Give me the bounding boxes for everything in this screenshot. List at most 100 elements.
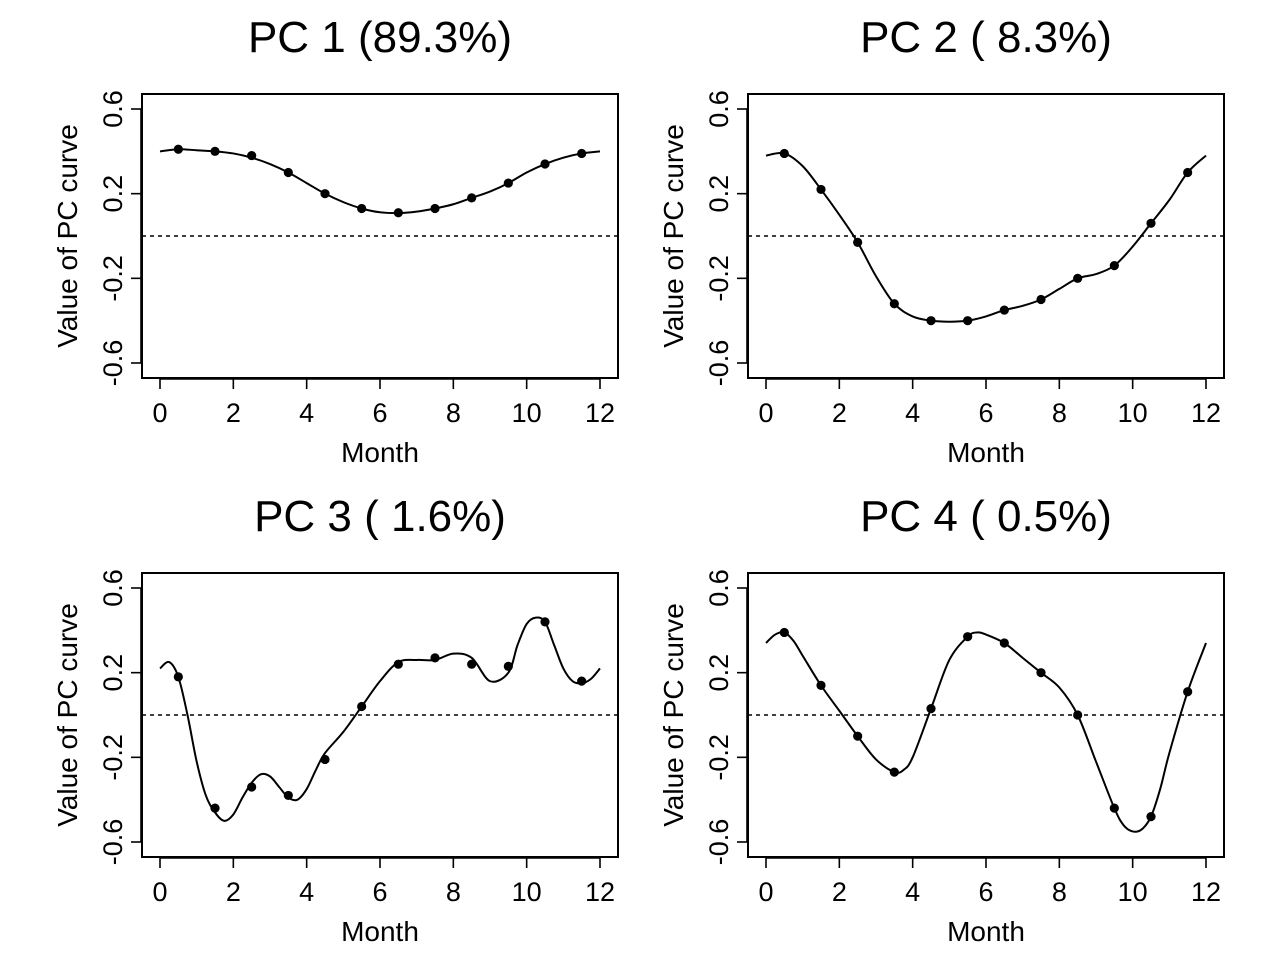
- x-tick-label: 8: [1052, 877, 1067, 907]
- y-tick-label: 0.2: [704, 175, 734, 213]
- data-points: [173, 617, 587, 813]
- x-tick-label: 12: [1191, 877, 1221, 907]
- data-point: [467, 193, 477, 203]
- data-point: [779, 148, 789, 159]
- data-point: [210, 146, 220, 156]
- x-axis: 0 2 4 6 8 10 12: [758, 378, 1221, 428]
- x-tick-label: 10: [512, 877, 542, 907]
- panel-pc-1: PC 1 (89.3%) 0 2 4 6 8 10 12 -0.6 -0.2 0.2 0.6 Mo…: [52, 13, 619, 468]
- x-tick-label: 0: [758, 398, 773, 428]
- y-axis-label: Value of PC curve: [52, 124, 83, 348]
- y-tick-label: 0.2: [98, 175, 128, 213]
- data-point: [889, 767, 899, 777]
- data-point: [1109, 803, 1119, 813]
- x-tick-label: 8: [446, 398, 461, 428]
- data-point: [283, 167, 293, 178]
- data-point: [1183, 167, 1193, 178]
- data-point: [503, 178, 513, 188]
- x-tick-label: 0: [152, 398, 167, 428]
- data-point: [173, 672, 183, 682]
- y-axis-label: Value of PC curve: [658, 124, 689, 348]
- y-tick-label: -0.2: [704, 734, 734, 781]
- pc-curve: [765, 631, 1207, 833]
- y-tick-label: 0.6: [98, 569, 128, 607]
- data-point: [247, 782, 257, 792]
- data-point: [503, 661, 513, 671]
- x-axis-label: Month: [947, 916, 1025, 947]
- data-point: [540, 159, 550, 169]
- plot-frame: [141, 93, 619, 379]
- data-point: [247, 150, 257, 161]
- x-axis-label: Month: [947, 437, 1025, 468]
- x-tick-label: 10: [1118, 877, 1148, 907]
- data-points: [779, 148, 1193, 326]
- data-point: [173, 144, 183, 154]
- data-point: [467, 659, 477, 669]
- data-point: [926, 316, 936, 326]
- data-points: [173, 144, 587, 218]
- y-axis-label: Value of PC curve: [52, 603, 83, 827]
- data-point: [926, 704, 936, 714]
- data-point: [1036, 668, 1046, 678]
- y-axis: -0.6 -0.2 0.2 0.6: [98, 90, 142, 386]
- data-point: [430, 203, 440, 214]
- data-point: [577, 676, 587, 686]
- x-tick-label: 10: [1118, 398, 1148, 428]
- data-point: [1073, 273, 1083, 283]
- y-tick-label: 0.2: [704, 654, 734, 692]
- data-point: [320, 189, 330, 199]
- panel-title: PC 1 (89.3%): [248, 13, 512, 62]
- y-tick-label: 0.6: [98, 90, 128, 128]
- y-tick-label: -0.6: [704, 340, 734, 387]
- y-axis-label: Value of PC curve: [658, 603, 689, 827]
- data-point: [1109, 261, 1119, 271]
- y-axis: -0.6 -0.2 0.2 0.6: [704, 90, 748, 387]
- data-point: [357, 701, 367, 712]
- x-tick-label: 2: [832, 877, 847, 907]
- x-tick-label: 2: [226, 877, 241, 907]
- y-tick-label: -0.2: [98, 255, 128, 302]
- x-tick-label: 4: [299, 877, 314, 907]
- data-point: [1073, 710, 1083, 720]
- x-tick-label: 6: [978, 877, 993, 907]
- data-point: [357, 203, 367, 214]
- x-tick-label: 2: [832, 398, 847, 428]
- panel-pc-2: PC 2 ( 8.3%) 0 2 4 6 8 10 12 -0.6 -0.2 0.2 0.6 Mo…: [658, 13, 1225, 468]
- x-tick-label: 12: [1191, 398, 1221, 428]
- plot-frame: [141, 572, 619, 858]
- x-tick-label: 8: [1052, 398, 1067, 428]
- panel-title: PC 4 ( 0.5%): [860, 492, 1112, 541]
- data-point: [999, 305, 1009, 315]
- data-point: [320, 754, 330, 765]
- pc-curve: [159, 148, 601, 215]
- x-tick-label: 0: [758, 877, 773, 907]
- data-point: [816, 680, 826, 690]
- y-tick-label: -0.2: [98, 734, 128, 781]
- data-point: [1036, 294, 1046, 305]
- y-tick-label: -0.6: [704, 819, 734, 866]
- y-tick-label: 0.2: [98, 654, 128, 692]
- data-point: [210, 803, 220, 813]
- data-point: [430, 653, 440, 663]
- data-points: [779, 627, 1193, 822]
- y-tick-label: 0.6: [704, 569, 734, 607]
- x-axis: 0 2 4 6 8 10 12: [758, 857, 1221, 907]
- data-point: [393, 659, 403, 669]
- data-point: [963, 316, 973, 326]
- x-tick-label: 6: [372, 398, 387, 428]
- data-point: [779, 627, 789, 638]
- data-point: [393, 208, 403, 218]
- x-axis: 0 2 4 6 8 10 12: [152, 378, 615, 428]
- plot-frame: [747, 93, 1225, 379]
- y-tick-label: -0.6: [98, 819, 128, 866]
- data-point: [1146, 812, 1156, 822]
- data-point: [816, 184, 826, 195]
- data-point: [1183, 687, 1193, 697]
- data-point: [853, 731, 863, 741]
- panel-title: PC 2 ( 8.3%): [860, 13, 1112, 62]
- x-tick-label: 8: [446, 877, 461, 907]
- x-tick-label: 6: [372, 877, 387, 907]
- data-point: [577, 148, 587, 159]
- data-point: [889, 299, 899, 309]
